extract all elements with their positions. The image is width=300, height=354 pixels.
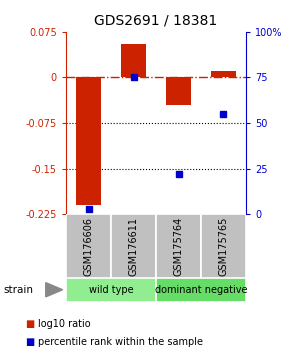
Bar — [76, 78, 101, 205]
Bar — [156, 214, 201, 278]
Bar — [211, 72, 236, 78]
Text: percentile rank within the sample: percentile rank within the sample — [38, 337, 202, 347]
Text: log10 ratio: log10 ratio — [38, 319, 90, 329]
Bar — [121, 44, 146, 78]
Polygon shape — [46, 282, 63, 297]
Text: wild type: wild type — [89, 285, 133, 295]
Bar — [201, 214, 246, 278]
Title: GDS2691 / 18381: GDS2691 / 18381 — [94, 14, 218, 28]
Text: GSM175765: GSM175765 — [218, 216, 229, 276]
Bar — [66, 214, 111, 278]
Bar — [156, 278, 246, 302]
Text: strain: strain — [3, 285, 33, 295]
Bar — [166, 78, 191, 105]
Text: GSM175764: GSM175764 — [173, 216, 184, 276]
Text: dominant negative: dominant negative — [155, 285, 247, 295]
Text: ■: ■ — [26, 337, 35, 347]
Text: GSM176606: GSM176606 — [83, 217, 94, 275]
Text: GSM176611: GSM176611 — [128, 217, 139, 275]
Text: ■: ■ — [26, 319, 35, 329]
Bar — [66, 278, 156, 302]
Bar — [111, 214, 156, 278]
